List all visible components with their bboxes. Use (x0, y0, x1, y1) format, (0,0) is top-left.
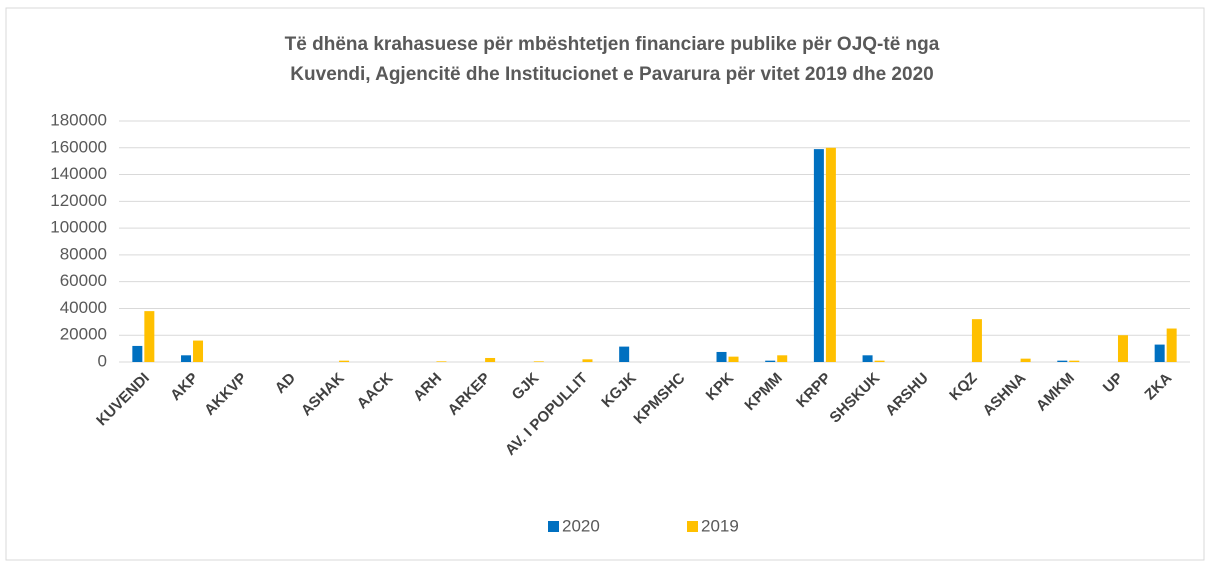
bar (436, 361, 447, 362)
legend-label: 2019 (701, 516, 739, 535)
bar (728, 356, 739, 362)
bar (971, 319, 982, 362)
bar (1057, 360, 1068, 362)
y-tick-label: 60000 (60, 271, 107, 290)
bar (862, 355, 873, 362)
bar (339, 360, 350, 362)
y-tick-label: 100000 (50, 218, 107, 237)
bar (777, 355, 788, 362)
y-tick-label: 120000 (50, 191, 107, 210)
legend-label: 2020 (562, 516, 600, 535)
bar (1154, 344, 1165, 362)
bar (619, 346, 630, 362)
legend-swatch (548, 521, 559, 532)
bar (1069, 360, 1080, 362)
bar (813, 149, 824, 362)
chart-title: Kuvendi, Agjencitë dhe Institucionet e P… (290, 64, 933, 85)
bar (193, 340, 204, 362)
y-tick-label: 140000 (50, 164, 107, 183)
y-tick-label: 20000 (60, 325, 107, 344)
bar (825, 147, 836, 362)
bar (582, 359, 593, 362)
bar (1020, 358, 1031, 362)
bar (1166, 328, 1177, 362)
chart-title: Të dhëna krahasuese për mbështetjen fina… (285, 34, 940, 55)
bar (181, 355, 192, 362)
y-tick-label: 40000 (60, 298, 107, 317)
bar (874, 360, 885, 362)
bar (765, 360, 776, 362)
y-tick-label: 80000 (60, 244, 107, 263)
bar (132, 345, 143, 362)
bar (716, 351, 727, 362)
chart-frame (5, 7, 1205, 561)
bar (533, 361, 544, 362)
y-tick-label: 0 (98, 351, 107, 370)
y-tick-label: 160000 (50, 137, 107, 156)
legend-swatch (687, 521, 698, 532)
bar (485, 357, 496, 362)
bar (144, 311, 155, 362)
y-tick-label: 180000 (50, 110, 107, 129)
bar (1117, 335, 1128, 362)
